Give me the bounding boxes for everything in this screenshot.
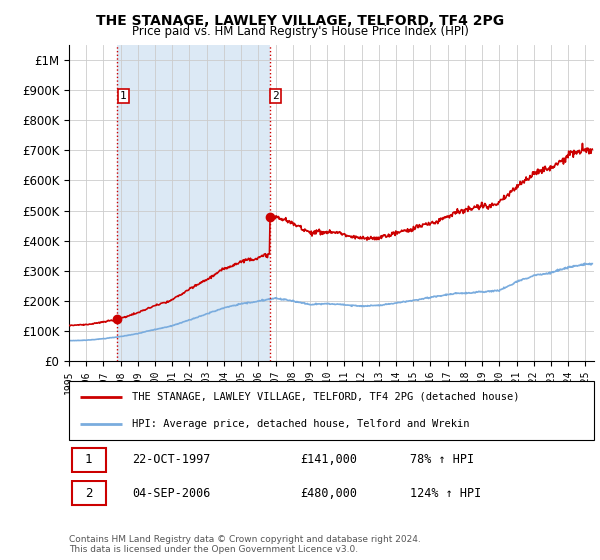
Text: 1: 1 [120, 91, 127, 101]
Text: 124% ↑ HPI: 124% ↑ HPI [410, 487, 482, 500]
Text: £480,000: £480,000 [300, 487, 357, 500]
Text: HPI: Average price, detached house, Telford and Wrekin: HPI: Average price, detached house, Telf… [132, 419, 470, 429]
FancyBboxPatch shape [71, 447, 106, 472]
Bar [117, 45, 270, 361]
FancyBboxPatch shape [69, 381, 594, 440]
FancyBboxPatch shape [71, 481, 106, 506]
Text: 22-OCT-1997: 22-OCT-1997 [132, 453, 211, 466]
Text: THE STANAGE, LAWLEY VILLAGE, TELFORD, TF4 2PG (detached house): THE STANAGE, LAWLEY VILLAGE, TELFORD, TF… [132, 391, 520, 402]
Text: Price paid vs. HM Land Registry's House Price Index (HPI): Price paid vs. HM Land Registry's House … [131, 25, 469, 38]
Text: Contains HM Land Registry data © Crown copyright and database right 2024.
This d: Contains HM Land Registry data © Crown c… [69, 535, 421, 554]
Text: 78% ↑ HPI: 78% ↑ HPI [410, 453, 475, 466]
Text: THE STANAGE, LAWLEY VILLAGE, TELFORD, TF4 2PG: THE STANAGE, LAWLEY VILLAGE, TELFORD, TF… [96, 14, 504, 28]
Text: 2: 2 [85, 487, 92, 500]
Text: 2: 2 [272, 91, 279, 101]
Text: 04-SEP-2006: 04-SEP-2006 [132, 487, 211, 500]
Text: £141,000: £141,000 [300, 453, 357, 466]
Text: 1: 1 [85, 453, 92, 466]
